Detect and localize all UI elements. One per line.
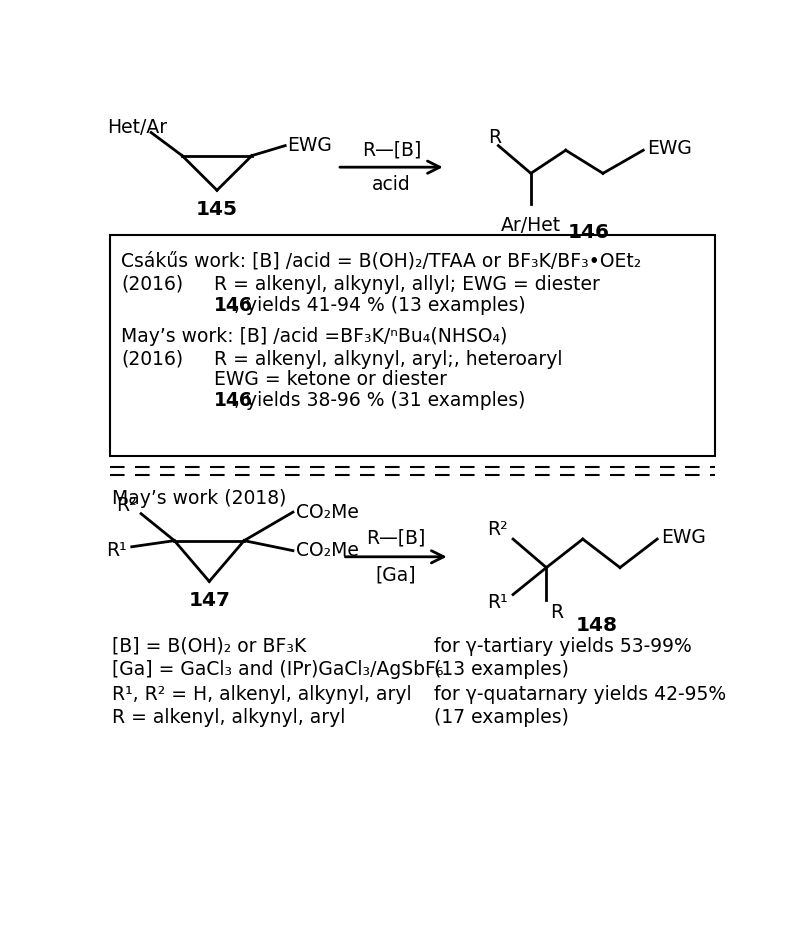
- Text: May’s work (2018): May’s work (2018): [112, 489, 287, 508]
- Text: , yields 41-94 % (13 examples): , yields 41-94 % (13 examples): [234, 295, 526, 314]
- Text: EWG: EWG: [647, 139, 692, 159]
- Text: , yields 38-96 % (31 examples): , yields 38-96 % (31 examples): [234, 391, 526, 411]
- Text: 146: 146: [214, 391, 253, 411]
- Text: 148: 148: [575, 615, 617, 634]
- Text: R¹: R¹: [487, 593, 508, 612]
- Text: R¹, R² = H, alkenyl, alkynyl, aryl: R¹, R² = H, alkenyl, alkynyl, aryl: [112, 684, 412, 703]
- Text: R: R: [550, 602, 563, 622]
- Text: EWG = ketone or diester: EWG = ketone or diester: [214, 370, 447, 390]
- Text: Ar/Het: Ar/Het: [501, 215, 561, 235]
- Text: R = alkenyl, alkynyl, aryl: R = alkenyl, alkynyl, aryl: [112, 709, 346, 728]
- Text: 147: 147: [189, 591, 231, 610]
- Text: for γ-quatarnary yields 42-95%: for γ-quatarnary yields 42-95%: [434, 684, 726, 703]
- Text: for γ-tartiary yields 53-99%: for γ-tartiary yields 53-99%: [434, 637, 692, 656]
- Text: 146: 146: [568, 223, 610, 242]
- Text: CO₂Me: CO₂Me: [296, 502, 359, 522]
- Text: R = alkenyl, alkynyl, allyl; EWG = diester: R = alkenyl, alkynyl, allyl; EWG = diest…: [214, 275, 600, 294]
- Text: R²: R²: [487, 519, 508, 539]
- Text: 146: 146: [214, 295, 253, 314]
- Text: 145: 145: [196, 200, 238, 219]
- Text: R = alkenyl, alkynyl, aryl;, heteroaryl: R = alkenyl, alkynyl, aryl;, heteroaryl: [214, 349, 563, 369]
- Bar: [110, 235, 716, 456]
- Text: [Ga]: [Ga]: [376, 565, 417, 584]
- Text: R²: R²: [116, 497, 136, 515]
- Text: CO₂Me: CO₂Me: [296, 541, 359, 560]
- Text: (2016): (2016): [121, 275, 183, 294]
- Text: Het/Ar: Het/Ar: [107, 118, 167, 137]
- Text: R: R: [488, 128, 501, 147]
- Text: [B] = B(OH)₂ or BF₃K: [B] = B(OH)₂ or BF₃K: [112, 637, 306, 656]
- Text: (17 examples): (17 examples): [434, 709, 569, 728]
- Text: EWG: EWG: [661, 528, 706, 548]
- Text: EWG: EWG: [288, 136, 332, 155]
- Text: [Ga] = GaCl₃ and (IPr)GaCl₃/AgSbF₆: [Ga] = GaCl₃ and (IPr)GaCl₃/AgSbF₆: [112, 660, 444, 679]
- Text: R—[B]: R—[B]: [367, 529, 426, 548]
- Text: Csákűs work: [B] /acid = B(OH)₂/TFAA or BF₃K/BF₃•OEt₂: Csákűs work: [B] /acid = B(OH)₂/TFAA or …: [121, 252, 641, 271]
- Text: (2016): (2016): [121, 349, 183, 369]
- Text: acid: acid: [372, 176, 411, 194]
- Text: R—[B]: R—[B]: [362, 141, 421, 160]
- Text: (13 examples): (13 examples): [434, 660, 569, 679]
- Text: R¹: R¹: [106, 541, 127, 560]
- Text: May’s work: [B] /acid =BF₃K/ⁿBu₄(NHSO₄): May’s work: [B] /acid =BF₃K/ⁿBu₄(NHSO₄): [121, 327, 507, 346]
